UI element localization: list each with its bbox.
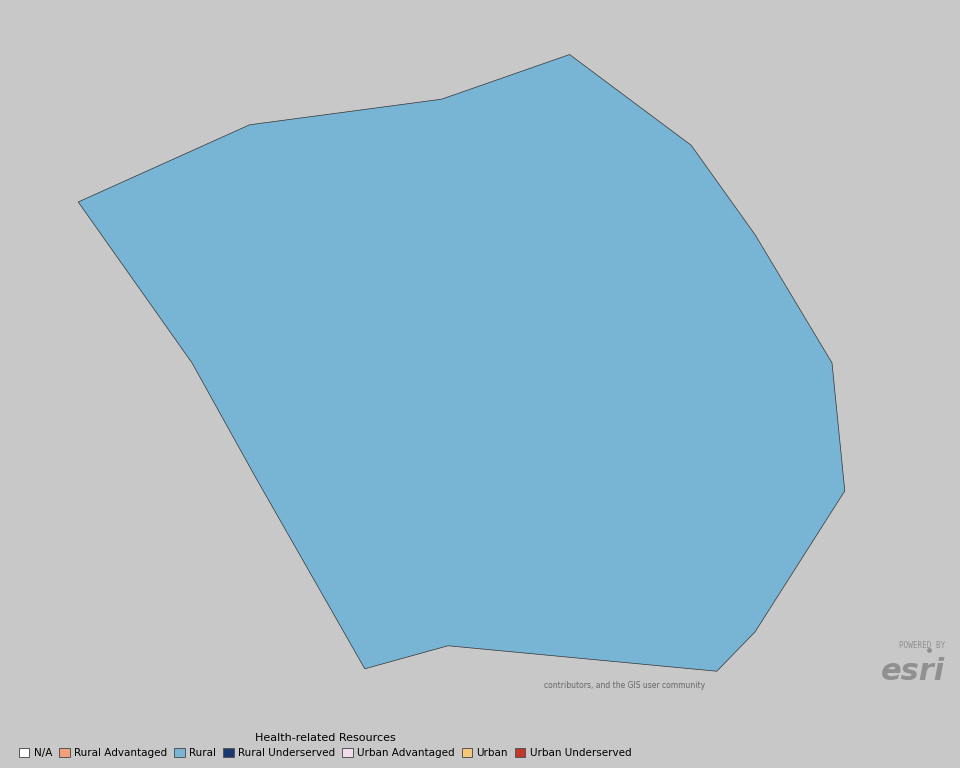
Text: contributors, and the GIS user community: contributors, and the GIS user community <box>544 681 706 690</box>
Text: POWERED BY: POWERED BY <box>900 641 946 650</box>
Text: esri: esri <box>881 657 946 686</box>
Legend: N/A, Rural Advantaged, Rural, Rural Underserved, Urban Advantaged, Urban, Urban : N/A, Rural Advantaged, Rural, Rural Unde… <box>14 729 636 763</box>
Polygon shape <box>78 55 845 671</box>
